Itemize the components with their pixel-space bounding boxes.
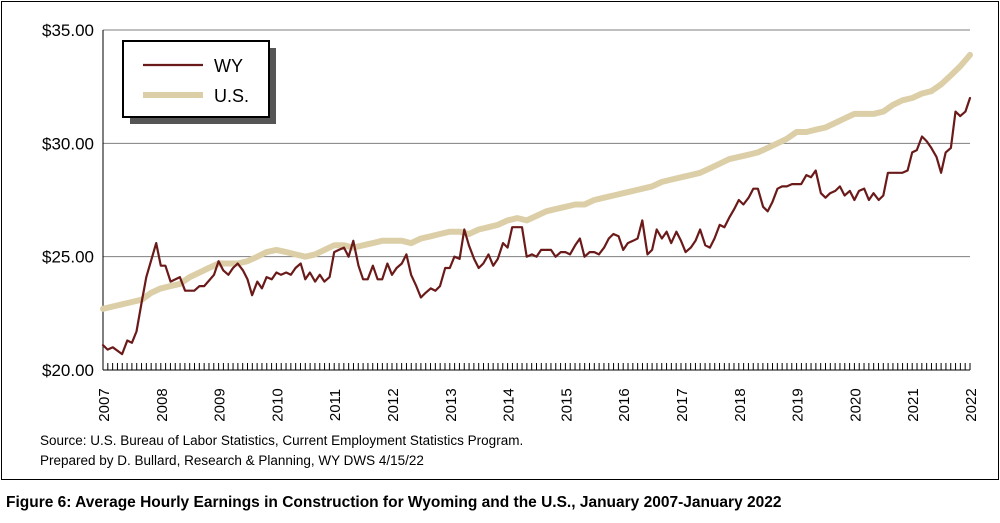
- x-tick-label: 2007: [96, 388, 113, 421]
- legend-label: U.S.: [214, 86, 249, 106]
- y-tick-label: $25.00: [42, 248, 94, 267]
- x-tick-label: 2011: [327, 389, 344, 421]
- prepared-by-line: Prepared by D. Bullard, Research & Plann…: [40, 453, 424, 468]
- wy-series-line: [101, 96, 972, 356]
- x-tick-label: 2014: [501, 388, 518, 421]
- line-chart: $20.00 $25.00 $30.00 $35.00 2007 2008 2009 201…: [42, 21, 980, 422]
- legend: WY U.S.: [122, 40, 276, 124]
- x-tick-label: 2010: [269, 388, 286, 421]
- x-tick-label: 2012: [385, 388, 402, 421]
- us-series-line: [100, 51, 973, 312]
- x-tick-label: 2009: [212, 388, 229, 421]
- x-tick-label: 2019: [790, 388, 807, 421]
- x-tick-label: 2017: [674, 388, 691, 421]
- x-tick-label: 2020: [847, 388, 864, 421]
- y-tick-label: $30.00: [42, 134, 94, 153]
- x-tick-label: 2015: [558, 388, 575, 421]
- x-tick-label: 2021: [905, 388, 922, 421]
- y-axis-tick-labels: $20.00 $25.00 $30.00 $35.00: [42, 21, 94, 380]
- source-note: Source: U.S. Bureau of Labor Statistics,…: [40, 431, 523, 471]
- x-tick-label: 2016: [616, 388, 633, 421]
- figure-caption: Figure 6: Average Hourly Earnings in Con…: [6, 494, 782, 511]
- x-tick-label: 2022: [963, 388, 980, 421]
- y-tick-label: $35.00: [42, 21, 94, 40]
- source-line: Source: U.S. Bureau of Labor Statistics,…: [40, 433, 524, 448]
- x-tick-label: 2008: [154, 388, 171, 421]
- x-axis: 2007 2008 2009 2010 2011 2012 2013 2014 2015 2016…: [96, 30, 980, 422]
- y-tick-label: $20.00: [42, 361, 94, 380]
- series-lines: [100, 51, 973, 356]
- x-tick-label: 2018: [732, 388, 749, 421]
- x-tick-label: 2013: [443, 388, 460, 421]
- legend-box: [122, 40, 270, 118]
- legend-label: WY: [214, 56, 243, 76]
